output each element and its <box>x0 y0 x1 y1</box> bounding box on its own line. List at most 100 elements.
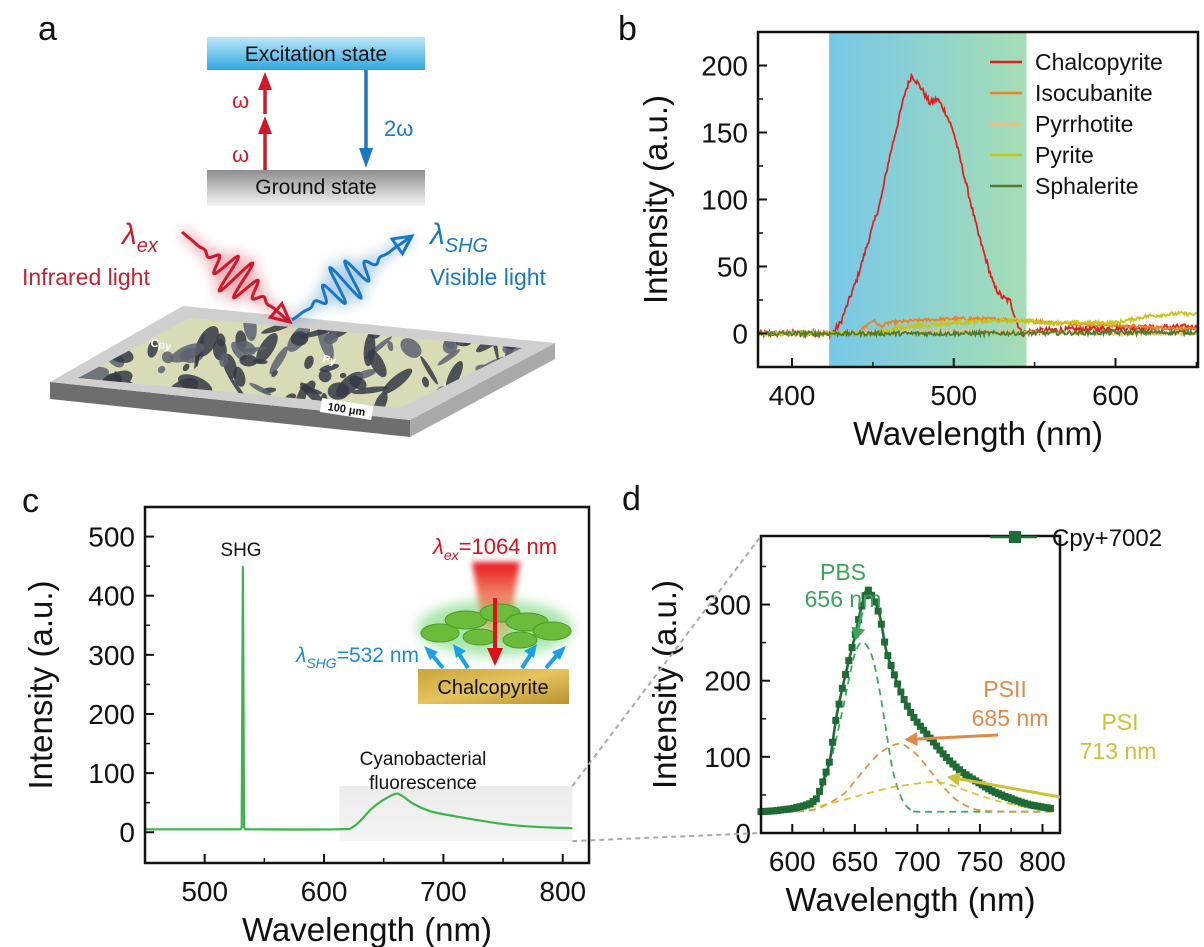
data-marker <box>916 722 924 730</box>
mineral-grain <box>304 355 314 369</box>
pbs-peak-label: 656 nm <box>805 586 882 612</box>
zoom-line-top <box>571 535 762 787</box>
data-marker <box>874 607 882 615</box>
ground-state-label: Ground state <box>255 176 376 199</box>
data-marker <box>913 718 921 726</box>
y-tick-label: 200 <box>704 666 751 697</box>
omega-label-lower: ω <box>232 142 249 167</box>
mineral-grain <box>305 380 316 393</box>
y-tick-label: 100 <box>704 742 751 773</box>
data-marker <box>910 713 918 721</box>
x-axis-title-c: Wavelength (nm) <box>242 911 492 947</box>
data-marker <box>832 716 840 724</box>
data-marker <box>848 644 856 652</box>
psi-label: PSI <box>1101 709 1138 735</box>
legend-label: Sphalerite <box>1035 173 1139 199</box>
mineral-grain <box>387 340 394 352</box>
mineral-grain <box>382 368 413 394</box>
y-tick-label: 200 <box>88 699 135 730</box>
x-tick-label: 700 <box>420 876 467 907</box>
x-axis-title-b: Wavelength (nm) <box>853 415 1103 452</box>
absorption-arrows <box>258 72 272 170</box>
mineral-grain <box>243 318 257 342</box>
y-tick-label: 400 <box>88 581 135 612</box>
mineral-grain <box>422 376 429 388</box>
mineral-grain <box>269 346 288 375</box>
lambda-shg-inset-label: λSHG=532 nm <box>295 644 419 671</box>
visible-wave <box>289 232 415 324</box>
data-marker <box>825 758 833 766</box>
data-marker <box>884 652 892 660</box>
panel-label-c: c <box>22 482 39 520</box>
chart-b: 400 500 600 0 50 100 150 200 Wavelength (nm) Inte… <box>637 30 1200 452</box>
zoom-line-bottom <box>572 832 762 843</box>
data-marker <box>920 726 928 734</box>
x-tick-label: 600 <box>301 876 348 907</box>
panel-d-annotations: PBS 656 nm PSII 685 nm PSI 713 nm <box>805 559 1157 799</box>
sample-label-py: Py <box>321 353 338 368</box>
data-marker <box>900 696 908 704</box>
panel-label-d: d <box>622 480 641 518</box>
x-tick-label: 800 <box>1019 846 1066 877</box>
legend-item-chalcopyrite: Chalcopyrite <box>990 49 1163 75</box>
psii-arrow <box>904 731 999 746</box>
y-axis-title-d: Intensity (a.u.) <box>646 580 683 789</box>
component-psi <box>760 781 1053 814</box>
mineral-grain <box>271 370 278 378</box>
pbs-label: PBS <box>820 559 866 585</box>
psii-peak-label: 685 nm <box>972 705 1049 731</box>
legend-item-pyrrhotite: Pyrrhotite <box>990 111 1133 137</box>
psi-peak-label: 713 nm <box>1080 738 1157 764</box>
sample-label-cpy: Cpy <box>149 337 173 353</box>
data-marker <box>812 795 820 803</box>
mineral-grain <box>323 333 339 345</box>
mineral-grain <box>147 340 159 358</box>
legend-label: Cpy+7002 <box>1052 525 1162 552</box>
legend-label: Chalcopyrite <box>1035 49 1163 75</box>
mineral-grain <box>349 375 367 390</box>
y-tick-label: 300 <box>704 590 751 621</box>
mineral-grain <box>157 366 166 374</box>
psi-arrow <box>946 772 1061 799</box>
x-tick-label: 750 <box>957 846 1004 877</box>
data-marker <box>907 708 915 716</box>
pbs-arrow <box>851 611 866 641</box>
mineral-grain <box>89 329 103 350</box>
data-marker <box>933 742 941 750</box>
chalcopyrite-substrate-label: Chalcopyrite <box>437 677 548 699</box>
excitation-state-bar <box>207 37 425 70</box>
y-tick-label: 150 <box>701 118 748 149</box>
infrared-wave <box>178 228 293 326</box>
legend-marker <box>1009 531 1021 543</box>
mineral-grain <box>170 343 205 363</box>
ground-state-bar <box>207 170 425 206</box>
visible-light-label: Visible light <box>430 264 547 290</box>
mineral-grain <box>239 354 258 367</box>
mineral-grain <box>437 349 461 366</box>
mineral-grain <box>445 360 463 391</box>
data-marker <box>929 738 937 746</box>
data-marker <box>897 688 905 696</box>
mineral-grain <box>219 352 229 367</box>
legend-label: Pyrite <box>1035 142 1094 168</box>
data-marker <box>1046 804 1054 812</box>
data-marker <box>838 684 846 692</box>
lambda-shg-label: λSHG <box>428 218 488 257</box>
data-marker <box>939 750 947 758</box>
two-omega-label: 2ω <box>384 116 413 141</box>
x-tick-label: 650 <box>831 846 878 877</box>
emission-arrow <box>359 70 373 168</box>
fluorescence-annotation-line2: fluorescence <box>369 773 477 794</box>
data-marker <box>887 661 895 669</box>
legend-item-isocubanite: Isocubanite <box>990 80 1153 106</box>
x-tick-label: 500 <box>181 876 228 907</box>
legend-item-cpy-7002: Cpy+7002 <box>990 525 1162 552</box>
panel-label-a: a <box>38 10 57 48</box>
mineral-grain <box>182 363 190 372</box>
y-tick-label: 0 <box>732 319 748 350</box>
fluorescence-highlight-box <box>339 786 573 842</box>
data-marker <box>842 670 850 678</box>
data-marker <box>845 657 853 665</box>
excitation-state-label: Excitation state <box>245 43 387 66</box>
series-isocubanite <box>757 315 1199 338</box>
